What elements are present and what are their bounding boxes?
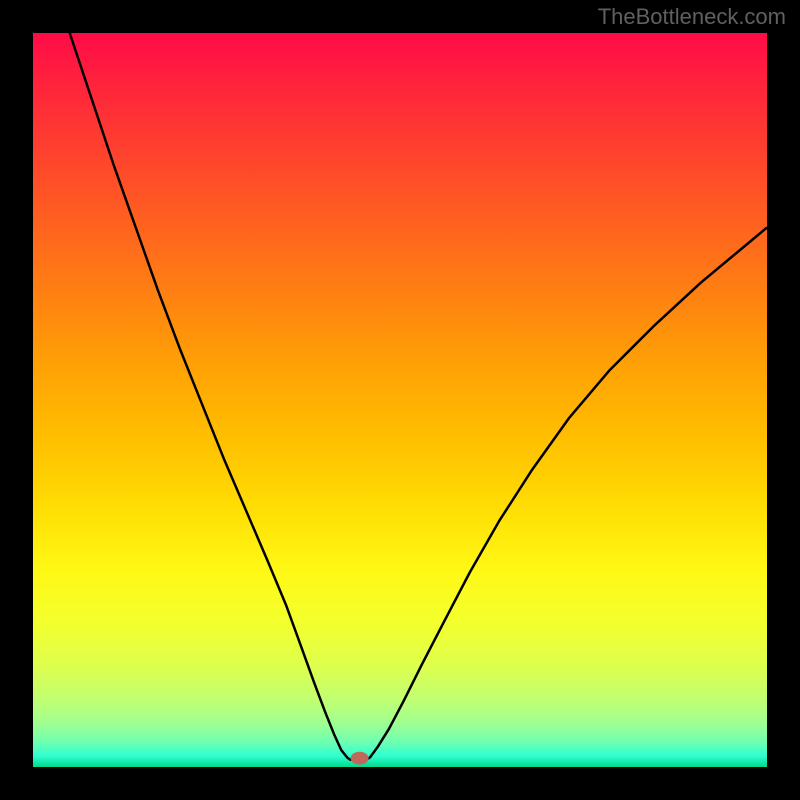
bottleneck-chart: [33, 33, 767, 767]
watermark-text: TheBottleneck.com: [598, 4, 786, 30]
chart-background: [33, 33, 767, 767]
optimum-marker: [351, 752, 369, 765]
chart-container: [33, 33, 767, 767]
